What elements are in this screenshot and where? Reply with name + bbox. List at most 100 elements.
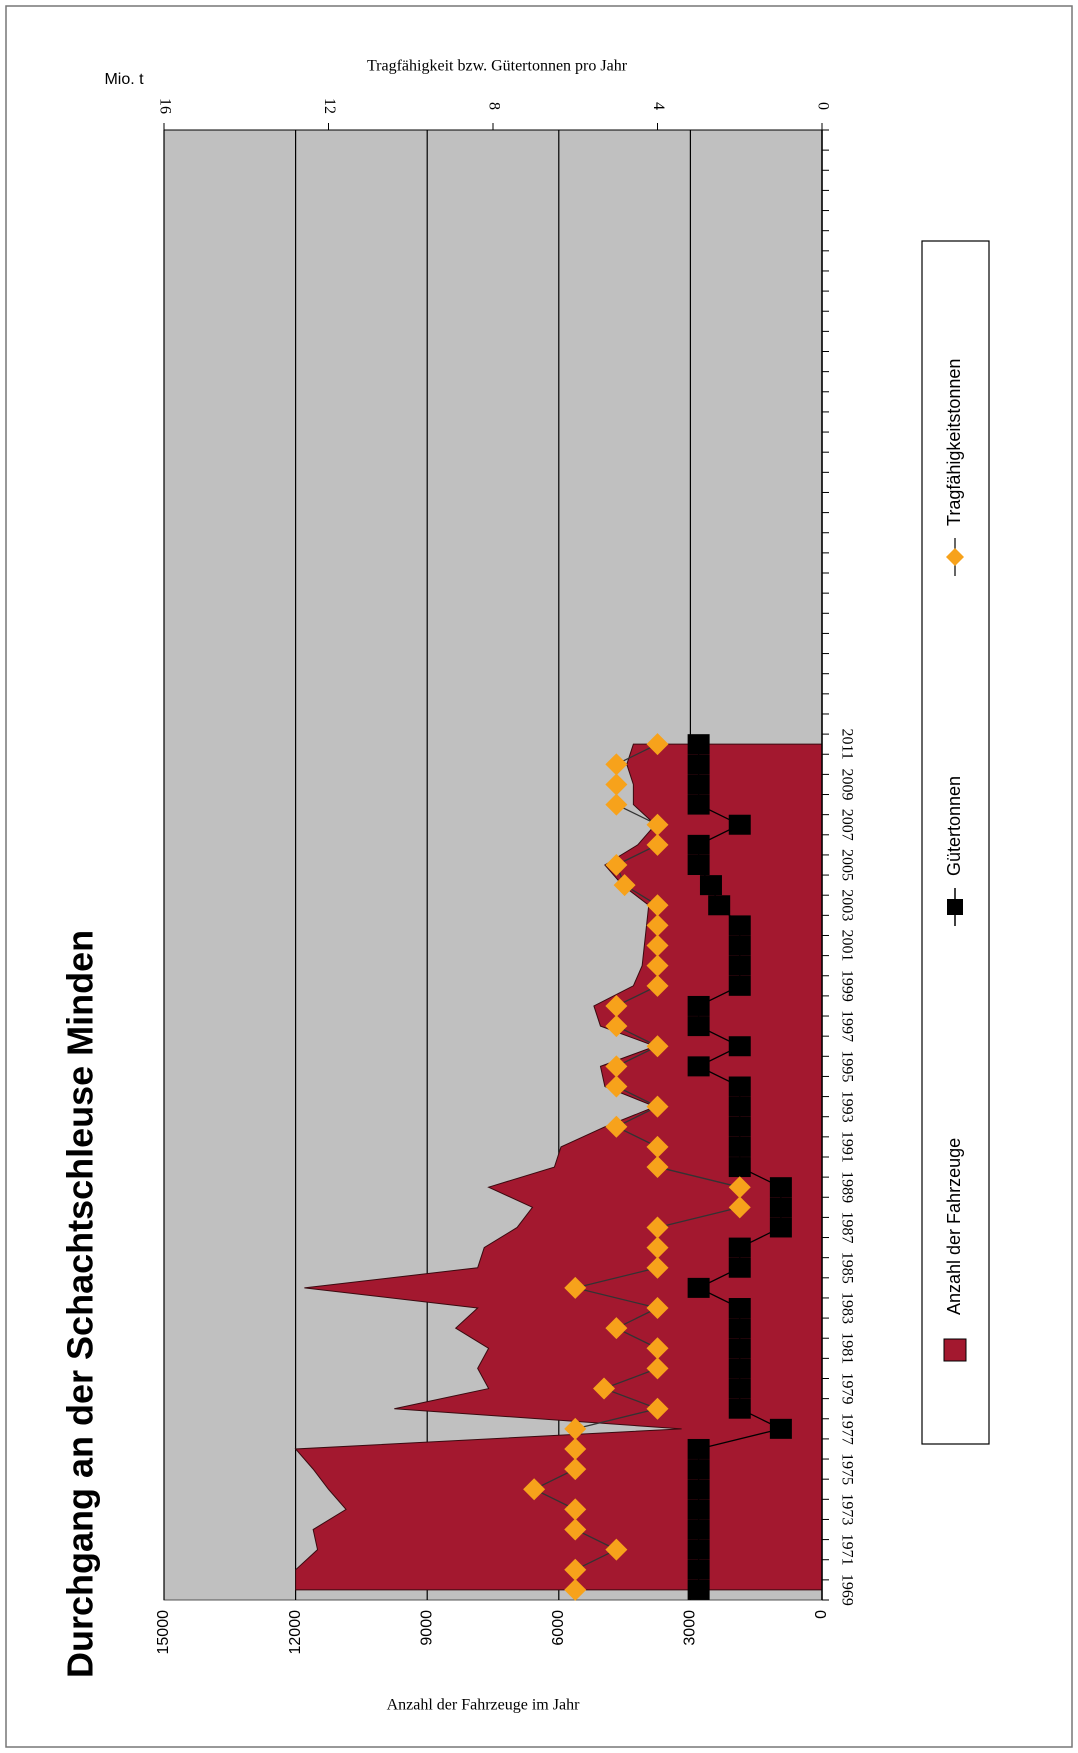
marker [728, 975, 751, 996]
x-tick-label: 1979 [838, 1373, 855, 1405]
marker [769, 1197, 792, 1218]
marker [646, 1397, 669, 1420]
x-tick-label: 1975 [838, 1453, 855, 1485]
marker [646, 974, 669, 997]
legend-swatch [943, 1338, 967, 1362]
marker [687, 774, 710, 795]
chart-title: Durchgang an der Schachtschleuse Minden [60, 930, 101, 1678]
y2-tick-label: 12 [321, 98, 338, 114]
x-tick-label: 1983 [838, 1292, 855, 1324]
legend-box [921, 240, 990, 1445]
y-tick-label: 9000 [418, 1610, 435, 1646]
y2-tick-label: 8 [485, 102, 502, 110]
marker [605, 1115, 628, 1138]
marker [728, 1398, 751, 1419]
marker [523, 1478, 546, 1501]
marker [646, 954, 669, 977]
y-axis-label: Anzahl der Fahrzeuge im Jahr [387, 1697, 580, 1714]
marker [728, 1076, 751, 1097]
marker [687, 794, 710, 815]
marker [687, 754, 710, 775]
marker [646, 1357, 669, 1380]
marker [728, 1136, 751, 1157]
marker [687, 834, 710, 855]
marker [687, 1499, 710, 1520]
marker [564, 1578, 587, 1601]
marker [769, 1418, 792, 1439]
marker [605, 793, 628, 816]
marker [728, 1237, 751, 1258]
x-tick-label: 1985 [838, 1252, 855, 1284]
marker [687, 734, 710, 755]
y2-tick-label: 16 [156, 98, 173, 114]
y2-axis-label: Tragfähigkeit bzw. Gütertonnen pro Jahr [367, 58, 628, 75]
marker [687, 1056, 710, 1077]
y2-tick-label: 0 [814, 102, 831, 110]
y-tick-label: 6000 [550, 1610, 567, 1646]
marker [605, 1015, 628, 1038]
area [294, 743, 823, 1591]
x-tick-label: 2001 [838, 930, 855, 962]
legend-marker [946, 548, 964, 566]
marker [728, 1196, 751, 1219]
y2-tick-label: 4 [650, 102, 667, 110]
marker [728, 1036, 751, 1057]
marker [605, 854, 628, 876]
rotated-chart: Durchgang an der Schachtschleuse Minden … [60, 98, 990, 1678]
marker [646, 914, 669, 937]
legend-label: Tragfähigkeitstonnen [944, 359, 964, 526]
marker [728, 814, 751, 835]
x-tick-label: 2009 [838, 768, 855, 800]
marker [769, 1177, 792, 1198]
marker [687, 1479, 710, 1500]
marker [605, 753, 628, 776]
marker [708, 895, 731, 916]
marker [728, 935, 751, 956]
marker [564, 1518, 587, 1541]
x-tick-label: 1989 [838, 1171, 855, 1203]
marker [646, 833, 669, 856]
x-tick-label: 1999 [838, 970, 855, 1002]
marker [646, 1035, 669, 1058]
x-tick-label: 2011 [838, 728, 855, 759]
y-tick-label: 3000 [682, 1610, 699, 1646]
marker [564, 1498, 587, 1521]
marker [728, 1096, 751, 1117]
marker [593, 1377, 616, 1400]
marker [687, 1579, 710, 1600]
y-tick-label: 15000 [155, 1610, 172, 1655]
marker [728, 1157, 751, 1178]
marker [728, 1257, 751, 1278]
marker [728, 1338, 751, 1359]
marker [646, 1297, 669, 1320]
marker [728, 955, 751, 976]
x-tick-label: 1997 [838, 1010, 855, 1042]
marker [699, 875, 722, 896]
marker [646, 1216, 669, 1239]
marker [646, 1095, 669, 1118]
marker [687, 1539, 710, 1560]
x-tick-label: 1973 [838, 1493, 855, 1525]
marker [646, 1236, 669, 1259]
marker [564, 1417, 587, 1440]
marker [728, 1298, 751, 1319]
marker [605, 1075, 628, 1098]
marker [646, 1135, 669, 1158]
marker [728, 1358, 751, 1379]
marker [687, 1559, 710, 1580]
marker [728, 1378, 751, 1399]
marker [769, 1217, 792, 1238]
marker [687, 995, 710, 1016]
marker [646, 934, 669, 957]
x-tick-label: 2003 [838, 889, 855, 921]
marker [687, 1459, 710, 1480]
legend-label: Anzahl der Fahrzeuge [944, 1138, 964, 1315]
x-tick-label: 1993 [838, 1091, 855, 1123]
y-tick-label: 12000 [287, 1610, 304, 1655]
marker [687, 1016, 710, 1037]
x-tick-label: 1991 [838, 1131, 855, 1163]
x-tick-label: 2007 [838, 809, 855, 841]
x-tick-label: 2005 [838, 849, 855, 881]
marker [687, 1438, 710, 1459]
